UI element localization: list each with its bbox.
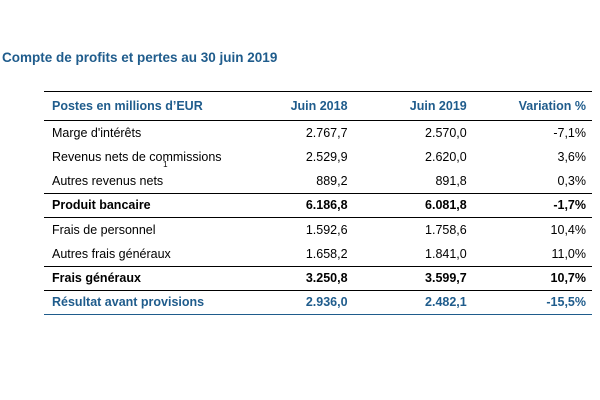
header-label: Postes en millions d’EUR: [44, 91, 235, 121]
cell-june-2018: 3.250,8: [234, 266, 354, 291]
row-label: Autres frais généraux: [52, 247, 171, 261]
cell-variation: 0,3%: [557, 174, 587, 188]
cell-variation: -7,1%: [553, 126, 586, 140]
footnote-marker: 1: [163, 160, 168, 169]
table-row: Autres revenus nets 1 889,2 891,8 0,3%: [44, 161, 592, 194]
cell-june-2019: 2.570,0: [425, 126, 467, 140]
profit-loss-table: Postes en millions d’EUR Juin 2018 Juin …: [44, 91, 592, 315]
cell-variation: 10,7%: [472, 266, 592, 291]
cell-variation: -1,7%: [472, 193, 592, 218]
header-variation: Variation %: [472, 91, 592, 121]
cell-june-2018: 2.767,7: [305, 126, 348, 140]
cell-june-2019: 6.081,8: [353, 193, 473, 218]
row-label: Produit bancaire: [44, 193, 235, 218]
cell-variation: 10,4%: [550, 223, 586, 237]
cell-june-2019: 1.841,0: [425, 247, 467, 261]
cell-june-2019: 1.758,6: [425, 223, 467, 237]
header-june-2019: Juin 2019: [353, 91, 473, 121]
row-label: Résultat avant provisions: [44, 290, 235, 315]
row-label: Autres revenus nets 1: [44, 161, 234, 194]
page-title: Compte de profits et pertes au 30 juin 2…: [2, 50, 278, 65]
cell-june-2018: 1.658,2: [305, 247, 348, 261]
row-label-text: Autres revenus nets: [52, 174, 164, 188]
table-row: Marge d'intérêts 2.767,7 2.570,0 -7,1%: [44, 121, 592, 146]
cell-june-2018: 1.592,6: [305, 223, 348, 237]
table-row-subtotal: Frais généraux 3.250,8 3.599,7 10,7%: [44, 266, 592, 291]
cell-june-2019: 2.482,1: [353, 290, 473, 315]
table-header-row: Postes en millions d’EUR Juin 2018 Juin …: [44, 91, 592, 121]
table-row: Frais de personnel 1.592,6 1.758,6 10,4%: [44, 218, 592, 243]
row-label: Frais généraux: [44, 266, 235, 291]
table-row-result: Résultat avant provisions 2.936,0 2.482,…: [44, 290, 592, 315]
cell-june-2019: 2.620,0: [425, 150, 467, 164]
cell-variation: 11,0%: [551, 247, 586, 261]
cell-june-2018: 2.529,9: [305, 150, 348, 164]
row-label: Marge d'intérêts: [52, 126, 142, 140]
row-label: Revenus nets de commissions: [52, 150, 222, 164]
cell-june-2019: 3.599,7: [353, 266, 473, 291]
cell-june-2018: 6.186,8: [234, 193, 354, 218]
row-label: Frais de personnel: [52, 223, 156, 237]
cell-variation: -15,5%: [472, 290, 592, 315]
header-june-2018: Juin 2018: [234, 91, 354, 121]
cell-june-2019: 891,8: [435, 174, 467, 188]
cell-june-2018: 889,2: [316, 174, 348, 188]
table-row: Revenus nets de commissions 2.529,9 2.62…: [44, 145, 592, 169]
table-row-subtotal: Produit bancaire 6.186,8 6.081,8 -1,7%: [44, 193, 592, 218]
table-row: Autres frais généraux 1.658,2 1.841,0 11…: [44, 242, 592, 267]
cell-june-2018: 2.936,0: [234, 290, 354, 315]
cell-variation: 3,6%: [557, 150, 587, 164]
